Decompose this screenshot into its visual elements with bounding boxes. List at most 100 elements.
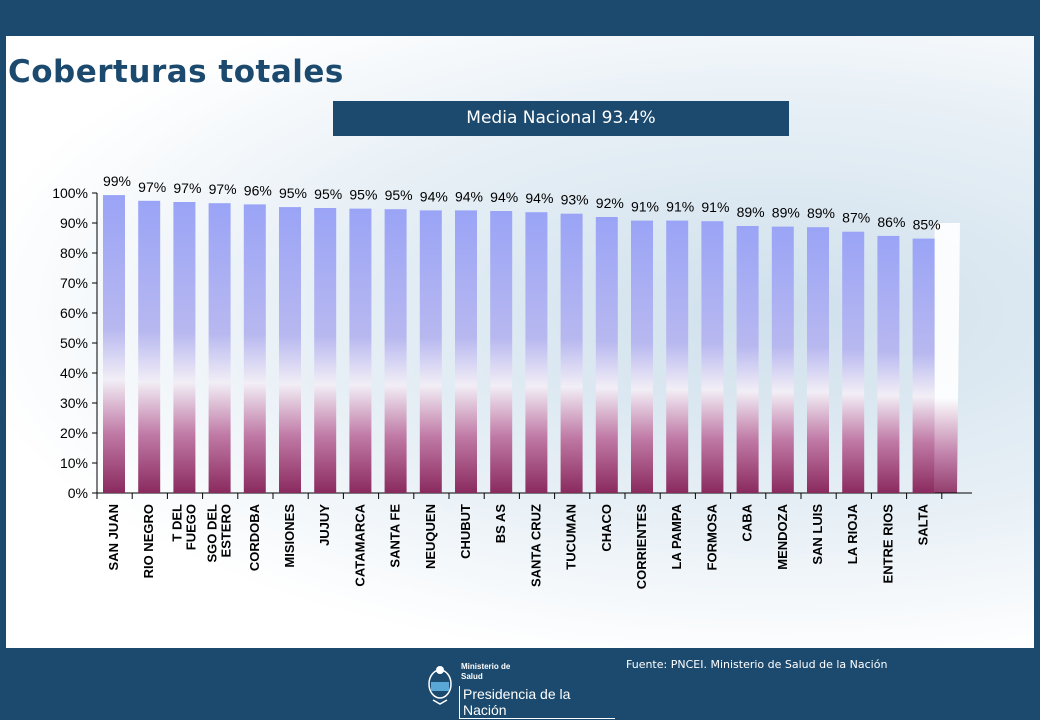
bar bbox=[701, 221, 724, 493]
data-label: 89% bbox=[807, 205, 835, 221]
top-bar bbox=[0, 0, 1040, 36]
bar bbox=[525, 212, 548, 493]
bar bbox=[103, 195, 125, 493]
category-label: FUEGO bbox=[183, 504, 198, 550]
category-label: ENTRE RIOS bbox=[880, 504, 895, 584]
category-label: CORRIENTES bbox=[634, 504, 649, 590]
bar bbox=[455, 210, 477, 493]
bar bbox=[138, 200, 161, 494]
y-tick-label: 70% bbox=[60, 275, 88, 291]
bar bbox=[279, 207, 301, 493]
bar bbox=[243, 204, 266, 493]
bars bbox=[103, 195, 935, 494]
data-label: 95% bbox=[349, 187, 377, 203]
data-label: 94% bbox=[420, 188, 448, 204]
y-tick-label: 30% bbox=[60, 395, 88, 411]
y-tick-label: 40% bbox=[60, 365, 88, 381]
category-label: SGO DEL bbox=[205, 504, 220, 563]
y-tick-label: 10% bbox=[60, 455, 88, 471]
data-label: 94% bbox=[525, 190, 553, 206]
bar bbox=[490, 211, 513, 493]
bar bbox=[208, 203, 231, 493]
category-label: CORDOBA bbox=[247, 503, 262, 571]
bar bbox=[173, 202, 196, 493]
category-label: SALTA bbox=[916, 503, 931, 545]
bar bbox=[314, 208, 337, 493]
ministerio-line1: Ministerio de bbox=[461, 662, 511, 671]
presidencia-label: Presidencia de la Nación bbox=[459, 686, 615, 719]
data-label: 89% bbox=[737, 204, 765, 220]
category-label: SAN LUIS bbox=[810, 504, 825, 565]
data-label: 86% bbox=[877, 214, 905, 230]
ministerio-line2: Salud bbox=[461, 672, 483, 681]
bar bbox=[419, 210, 442, 493]
category-label: SAN JUAN bbox=[106, 504, 121, 570]
data-label: 85% bbox=[913, 217, 941, 233]
data-label: 94% bbox=[490, 189, 518, 205]
y-tick-label: 0% bbox=[68, 485, 88, 501]
source-note: Fuente: PNCEI. Ministerio de Salud de la… bbox=[626, 658, 888, 671]
data-label: 89% bbox=[772, 205, 800, 221]
data-label: 87% bbox=[842, 210, 870, 226]
data-label: 92% bbox=[596, 195, 624, 211]
data-label: 94% bbox=[455, 188, 483, 204]
category-label: CHACO bbox=[599, 504, 614, 552]
category-label: T DEL bbox=[169, 504, 184, 542]
category-label: LA RIOJA bbox=[845, 503, 860, 564]
data-label: 95% bbox=[279, 185, 307, 201]
media-nacional-banner: Media Nacional 93.4% bbox=[333, 101, 789, 136]
bar bbox=[666, 220, 689, 493]
data-label: 95% bbox=[385, 187, 413, 203]
data-label: 91% bbox=[701, 199, 729, 215]
data-label: 93% bbox=[561, 192, 589, 208]
ministerio-label: Ministerio de Salud bbox=[461, 662, 510, 682]
page-title: Coberturas totales bbox=[8, 54, 344, 90]
y-axis: 0% 10% 20% 30% 40% 50% 60% 70% 80% 90% 100% bbox=[52, 185, 972, 501]
y-tick-label: 20% bbox=[60, 425, 88, 441]
bar bbox=[771, 226, 794, 493]
data-label: 96% bbox=[244, 182, 272, 198]
category-label: BS AS bbox=[493, 504, 508, 544]
bar bbox=[807, 227, 829, 493]
data-label: 95% bbox=[314, 186, 342, 202]
bar bbox=[631, 220, 653, 493]
y-tick-label: 80% bbox=[60, 245, 88, 261]
data-label: 97% bbox=[209, 181, 237, 197]
y-tick-label: 50% bbox=[60, 335, 88, 351]
y-tick-label: 100% bbox=[52, 185, 88, 201]
bar bbox=[842, 231, 865, 493]
y-tick-label: 60% bbox=[60, 305, 88, 321]
category-label: ESTERO bbox=[219, 504, 234, 557]
argentina-seal-icon bbox=[428, 666, 452, 705]
category-label: SANTA CRUZ bbox=[528, 504, 543, 587]
category-label: JUJUY bbox=[317, 504, 332, 546]
bar-chart: 0% 10% 20% 30% 40% 50% 60% 70% 80% 90% 100% 99% 97%… bbox=[52, 173, 972, 589]
plot-background bbox=[934, 223, 960, 493]
x-axis-labels: SAN JUAN RIO NEGRO T DEL FUEGO SGO DEL ESTERO… bbox=[106, 503, 931, 589]
category-label: LA PAMPA bbox=[669, 503, 684, 569]
bar bbox=[736, 226, 759, 493]
category-label: CHUBUT bbox=[458, 504, 473, 559]
category-label: CABA bbox=[740, 503, 755, 541]
data-label: 99% bbox=[103, 173, 131, 189]
category-label: MISIONES bbox=[282, 504, 297, 568]
footer-bar bbox=[0, 648, 1040, 720]
category-label: MENDOZA bbox=[775, 503, 790, 569]
bar bbox=[384, 209, 407, 493]
bar bbox=[560, 213, 583, 493]
data-label: 97% bbox=[173, 180, 201, 196]
data-labels: 99% 97% 97% 97% 96% 95% 95% 95% 95% 94% 94% 94% 94% 9… bbox=[103, 173, 941, 233]
category-label: NEUQUEN bbox=[423, 504, 438, 569]
data-label: 91% bbox=[631, 199, 659, 215]
ministerio-logo: Ministerio de Salud Presidencia de la Na… bbox=[425, 656, 615, 719]
category-label: CATAMARCA bbox=[352, 503, 367, 586]
bar bbox=[349, 208, 372, 493]
y-tick-label: 90% bbox=[60, 215, 88, 231]
plot-side-wall bbox=[934, 223, 960, 493]
data-label: 91% bbox=[666, 199, 694, 215]
bar bbox=[912, 238, 935, 493]
bar bbox=[877, 235, 900, 493]
bar bbox=[595, 217, 618, 493]
category-label: TUCUMAN bbox=[564, 504, 579, 570]
category-label: FORMOSA bbox=[704, 503, 719, 570]
